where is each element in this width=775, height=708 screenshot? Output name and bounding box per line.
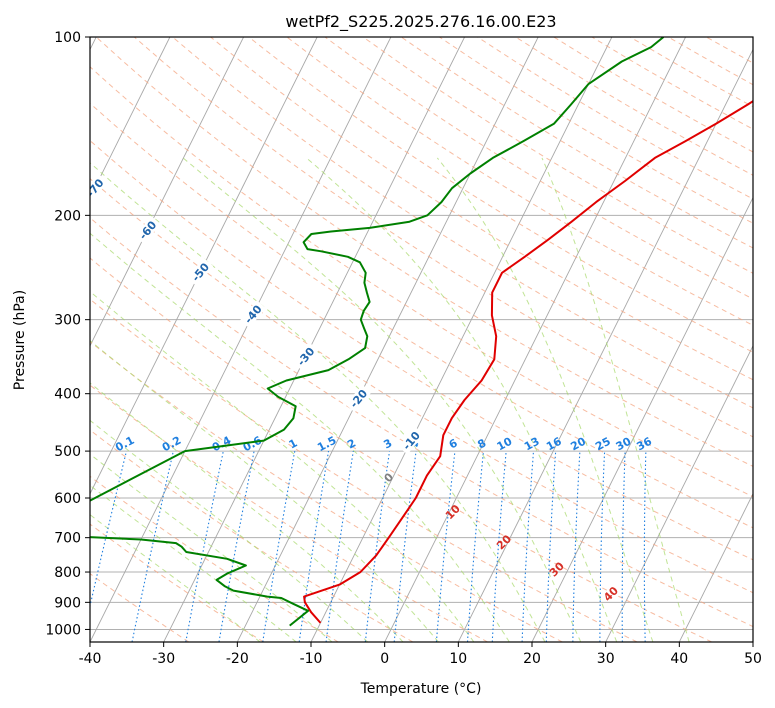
- y-tick-label: 700: [54, 531, 81, 547]
- x-tick-label: -10: [300, 651, 323, 667]
- plot-area: 0.10.20.40.611.52346810131620253036-100-…: [90, 37, 753, 642]
- y-tick-label: 1000: [45, 622, 81, 638]
- mixing-ratio-line: [298, 451, 330, 642]
- temperature-profile: [303, 99, 753, 624]
- isotherm-line: [236, 37, 539, 642]
- dry-adiabat-line: [90, 257, 712, 642]
- plot-frame: [89, 36, 754, 643]
- dry-adiabat-line: [90, 475, 339, 642]
- mixing-ratio-label: 25: [593, 435, 613, 454]
- moist-adiabat-line: [306, 157, 618, 642]
- x-tick-label: 0: [380, 651, 389, 667]
- moist-adiabat-line: [90, 484, 297, 642]
- axes: -40 -30 -20 -10 0 10 20 30 40 50 100 200 300 400 500 60…: [45, 30, 762, 667]
- y-tick-label: 200: [54, 208, 81, 224]
- isotherm-line: [90, 37, 318, 495]
- mixing-ratio-label: 20: [568, 435, 588, 454]
- mixing-ratio-line: [393, 451, 417, 642]
- y-tick-label: 400: [54, 387, 81, 403]
- dry-adiabat-line: [90, 139, 753, 561]
- x-tick-label: 10: [449, 651, 467, 667]
- y-tick-label: 900: [54, 595, 81, 611]
- dry-adiabat-line: [90, 340, 563, 642]
- isotherm-line: [531, 196, 753, 642]
- isotherm-label-bg: [90, 174, 108, 202]
- dry-adiabat-line: [286, 37, 753, 326]
- moist-adiabat-line: [436, 157, 654, 642]
- isotherm-label-bg: [345, 384, 372, 413]
- mixing-ratio-line: [364, 451, 391, 642]
- dry-adiabat-line: [90, 66, 753, 498]
- mixing-ratio-line: [90, 450, 128, 609]
- isotherm-label-bg: [292, 342, 319, 371]
- moist-adiabat-line: [90, 514, 261, 642]
- dry-adiabat-line: [133, 37, 753, 438]
- moist-adiabat-line: [90, 290, 475, 642]
- mixing-ratio-line: [466, 451, 485, 642]
- moist-adiabat-line: [90, 232, 510, 642]
- mixing-ratio-line: [131, 450, 174, 642]
- y-tick-label: 500: [54, 444, 81, 460]
- mixing-ratio-label: 13: [522, 435, 542, 454]
- mixing-ratio-label: 16: [544, 435, 564, 454]
- mixing-ratio-label: 10: [495, 435, 515, 454]
- dry-adiabat-line: [90, 298, 638, 642]
- y-tick-label: 100: [54, 30, 81, 46]
- x-tick-label: 40: [670, 651, 688, 667]
- dry-adiabat-line: [90, 384, 488, 642]
- x-tick-label: -40: [79, 651, 102, 667]
- isotherm-label-bg: [240, 300, 266, 329]
- isotherm-label-bg: [134, 216, 161, 244]
- mixing-ratio-label: 36: [634, 435, 654, 454]
- mixing-ratio-label: 30: [614, 435, 634, 454]
- dry-adiabat-line: [90, 429, 414, 642]
- x-axis-label: Temperature (°C): [360, 681, 482, 697]
- x-tick-label: 20: [523, 651, 541, 667]
- moist-adiabat-line: [541, 157, 690, 642]
- isotherm-line: [90, 37, 245, 347]
- x-tick-label: 30: [597, 651, 615, 667]
- chart-title: wetPf2_S225.2025.276.16.00.E23: [285, 12, 556, 32]
- mixing-ratio-line: [325, 451, 354, 642]
- dry-adiabat-line: [90, 217, 753, 628]
- moist-adiabat-line: [90, 382, 404, 642]
- y-tick-label: 300: [54, 313, 81, 329]
- x-tick-label: -20: [226, 651, 249, 667]
- isotherm-label-bg: [398, 426, 425, 455]
- dewpoint-profile: [90, 37, 665, 627]
- isotherm-line: [678, 492, 753, 642]
- dry-adiabat-line: [210, 37, 753, 381]
- isotherm-line: [605, 344, 753, 642]
- x-tick-label: 50: [744, 651, 762, 667]
- isotherm-line: [384, 37, 687, 642]
- moist-adiabat-line: [90, 162, 546, 642]
- isotherm-line: [457, 48, 753, 642]
- x-tick-label: -30: [152, 651, 175, 667]
- isotherm-line: [90, 37, 392, 642]
- y-axis-label: Pressure (hPa): [12, 290, 28, 390]
- y-tick-label: 600: [54, 491, 81, 507]
- y-tick-label: 800: [54, 565, 81, 581]
- moist-adiabat-line: [90, 419, 369, 642]
- dry-adiabat-line: [90, 178, 753, 594]
- isotherm-line: [90, 37, 171, 199]
- dry-adiabat-line: [90, 573, 190, 642]
- isotherm-label-bg: [187, 258, 214, 286]
- isotherm-line: [163, 37, 466, 642]
- mixing-ratio-line: [435, 451, 456, 642]
